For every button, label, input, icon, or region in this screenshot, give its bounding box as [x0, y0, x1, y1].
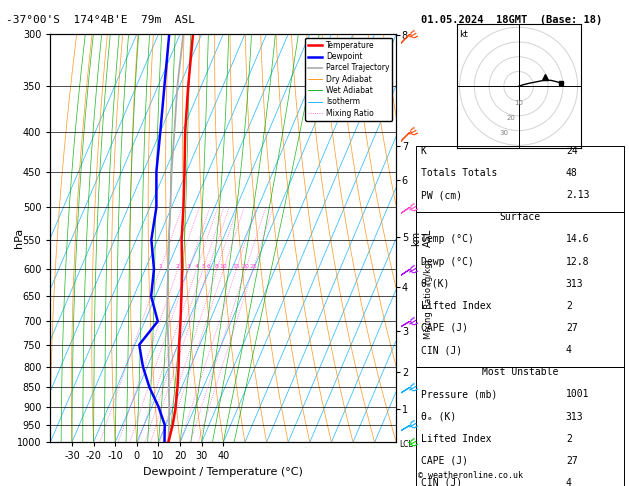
Text: 8: 8	[215, 264, 219, 269]
Text: 30: 30	[499, 130, 508, 136]
Legend: Temperature, Dewpoint, Parcel Trajectory, Dry Adiabat, Wet Adiabat, Isotherm, Mi: Temperature, Dewpoint, Parcel Trajectory…	[305, 38, 392, 121]
Text: 2: 2	[566, 301, 572, 311]
Text: 313: 313	[566, 412, 584, 421]
Text: θₑ (K): θₑ (K)	[421, 412, 456, 421]
Text: 10: 10	[514, 101, 523, 106]
Text: 20: 20	[242, 264, 250, 269]
Text: PW (cm): PW (cm)	[421, 190, 462, 200]
Y-axis label: km
ASL: km ASL	[411, 229, 433, 247]
Text: $\Psi$: $\Psi$	[404, 435, 420, 450]
Text: $\Psi$: $\Psi$	[404, 261, 420, 277]
Text: $\Psi$: $\Psi$	[404, 200, 420, 215]
Text: hPa: hPa	[14, 228, 24, 248]
Text: Pressure (mb): Pressure (mb)	[421, 389, 497, 399]
Text: CAPE (J): CAPE (J)	[421, 323, 467, 333]
Text: 4: 4	[194, 264, 199, 269]
Text: 1001: 1001	[566, 389, 589, 399]
Text: -37°00'S  174°4B'E  79m  ASL: -37°00'S 174°4B'E 79m ASL	[6, 15, 195, 25]
Text: $\Psi$: $\Psi$	[404, 380, 420, 395]
Text: 01.05.2024  18GMT  (Base: 18): 01.05.2024 18GMT (Base: 18)	[421, 15, 603, 25]
Text: 25: 25	[249, 264, 257, 269]
Text: 10: 10	[220, 264, 228, 269]
Bar	[416, 146, 624, 212]
Text: $\Psi$: $\Psi$	[404, 417, 420, 432]
Text: CAPE (J): CAPE (J)	[421, 456, 467, 466]
Text: 6: 6	[206, 264, 210, 269]
Text: 3: 3	[187, 264, 191, 269]
Text: CIN (J): CIN (J)	[421, 345, 462, 355]
Text: 4: 4	[566, 478, 572, 486]
Text: $\Psi$: $\Psi$	[404, 314, 420, 329]
Text: 27: 27	[566, 323, 577, 333]
Text: © weatheronline.co.uk: © weatheronline.co.uk	[418, 471, 523, 480]
Text: kt: kt	[460, 30, 469, 39]
Text: 5: 5	[201, 264, 205, 269]
Text: $\Psi$: $\Psi$	[404, 124, 420, 139]
Text: K: K	[421, 146, 426, 156]
Text: 24: 24	[566, 146, 577, 156]
Text: Surface: Surface	[499, 212, 541, 222]
Text: Lifted Index: Lifted Index	[421, 301, 491, 311]
Text: 20: 20	[507, 115, 516, 121]
Text: 12.8: 12.8	[566, 257, 589, 266]
Text: 48: 48	[566, 168, 577, 178]
Text: 2: 2	[176, 264, 180, 269]
X-axis label: Dewpoint / Temperature (°C): Dewpoint / Temperature (°C)	[143, 467, 303, 477]
Text: 27: 27	[566, 456, 577, 466]
Text: 1: 1	[159, 264, 162, 269]
Text: LCL: LCL	[400, 440, 413, 449]
Text: 15: 15	[233, 264, 240, 269]
Bar	[416, 212, 624, 367]
Text: 2: 2	[566, 434, 572, 444]
Text: Dewp (°C): Dewp (°C)	[421, 257, 474, 266]
Text: $\Psi$: $\Psi$	[404, 27, 420, 41]
Text: 14.6: 14.6	[566, 234, 589, 244]
Text: CIN (J): CIN (J)	[421, 478, 462, 486]
Text: Temp (°C): Temp (°C)	[421, 234, 474, 244]
Text: θₑ(K): θₑ(K)	[421, 278, 450, 289]
Text: 4: 4	[566, 345, 572, 355]
Text: Lifted Index: Lifted Index	[421, 434, 491, 444]
Text: Most Unstable: Most Unstable	[482, 367, 559, 377]
Text: Totals Totals: Totals Totals	[421, 168, 497, 178]
Text: 2.13: 2.13	[566, 190, 589, 200]
Text: Mixing Ratio (g/kg): Mixing Ratio (g/kg)	[424, 260, 433, 339]
Text: 313: 313	[566, 278, 584, 289]
Bar	[416, 367, 624, 486]
